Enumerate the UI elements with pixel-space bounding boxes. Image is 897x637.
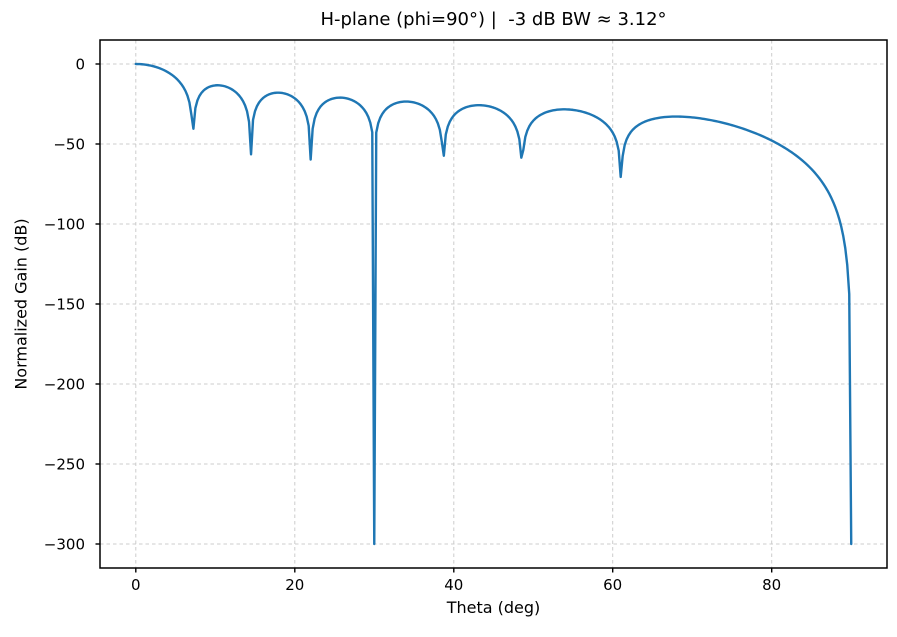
x-tick-label: 60 xyxy=(603,576,622,594)
x-tick-label: 20 xyxy=(285,576,304,594)
y-tick-label: −100 xyxy=(44,216,85,234)
y-tick-label: 0 xyxy=(75,56,85,74)
y-tick-label: −150 xyxy=(44,296,85,314)
x-axis-label: Theta (deg) xyxy=(446,598,541,617)
x-tick-label: 0 xyxy=(131,576,141,594)
gain-curve xyxy=(134,62,853,546)
x-tick-label: 80 xyxy=(762,576,781,594)
chart-title: H-plane (phi=90°) | -3 dB BW ≈ 3.12° xyxy=(320,9,667,30)
x-tick-label: 40 xyxy=(444,576,463,594)
y-tick-label: −250 xyxy=(44,456,85,474)
y-tick-label: −200 xyxy=(44,376,85,394)
y-tick-label: −50 xyxy=(53,136,85,154)
y-tick-label: −300 xyxy=(44,536,85,554)
